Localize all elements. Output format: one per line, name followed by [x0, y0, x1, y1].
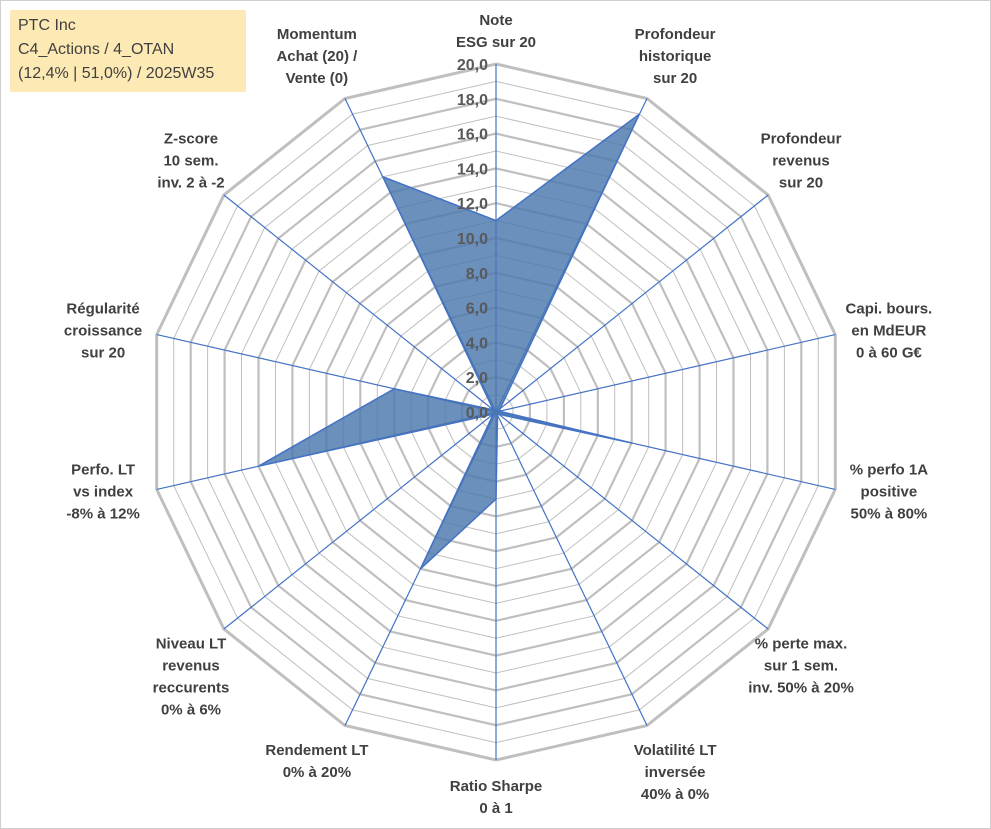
company-name: PTC Inc [18, 17, 76, 34]
axis-label-line: Profondeur [761, 130, 842, 147]
radial-tick-labels: 0,0 2,0 4,0 6,0 8,0 10,0 12,0 14,0 16,0 18,0 20,0 [457, 57, 488, 422]
axis-label-line: Momentum [277, 26, 357, 43]
axis-label-line: croissance [64, 322, 142, 339]
axis-spoke [223, 194, 497, 413]
axis-label: Momentum Achat (20) / Vente (0) [276, 26, 358, 87]
axis-label: % perfo 1A positive 50% à 80% [850, 462, 929, 523]
tick-label: 20,0 [457, 57, 488, 74]
axis-label: Régularité croissance sur 20 [64, 300, 142, 361]
tick-label: 14,0 [457, 161, 488, 178]
axis-label-line: sur 20 [81, 344, 125, 361]
axis-label-line: reccurents [153, 680, 230, 697]
axis-label: Ratio Sharpe 0 à 1 [450, 778, 543, 817]
axis-label-line: 50% à 80% [851, 506, 928, 523]
radar-area [258, 113, 641, 570]
axis-label: Capi. bours. en MdEUR 0 à 60 G€ [846, 300, 933, 361]
tick-label: 8,0 [466, 266, 488, 283]
axis-label: Note ESG sur 20 [456, 12, 536, 51]
stats-label: (12,4% | 51,0%) / 2025W35 [18, 65, 215, 82]
axis-spoke [495, 334, 836, 413]
axis-label-line: 40% à 0% [641, 786, 709, 803]
axis-label: Perfo. LT vs index -8% à 12% [66, 462, 139, 523]
axis-label-line: 0% à 20% [283, 764, 351, 781]
axis-label-line: Z-score [164, 130, 218, 147]
axis-label-line: revenus [162, 658, 220, 675]
axis-label-line: inversée [645, 764, 706, 781]
tick-label: 16,0 [457, 127, 488, 144]
axis-label-line: ESG sur 20 [456, 34, 536, 51]
axis-label: Profondeur revenus sur 20 [761, 130, 842, 191]
axis-label-line: Achat (20) / [276, 48, 358, 65]
axis-label: Niveau LT revenus reccurents 0% à 6% [153, 636, 230, 719]
axis-label-line: sur 20 [653, 70, 697, 87]
tick-label: 0,0 [466, 405, 488, 422]
axis-label-line: en MdEUR [851, 322, 926, 339]
axis-label-line: inv. 50% à 20% [748, 680, 854, 697]
axis-label-line: 0% à 6% [161, 702, 221, 719]
axis-label-line: sur 20 [779, 174, 823, 191]
axis-label-line: Régularité [66, 300, 139, 317]
axis-label-line: % perte max. [755, 636, 848, 653]
axis-spoke [223, 411, 497, 630]
axis-label-line: % perfo 1A [850, 462, 929, 479]
axis-label-line: 0 à 1 [479, 800, 512, 817]
axis-label-line: Capi. bours. [846, 300, 933, 317]
axis-label: Z-score 10 sem. inv. 2 à -2 [157, 130, 224, 191]
tick-label: 2,0 [466, 370, 488, 387]
tick-label: 6,0 [466, 301, 488, 318]
tick-label: 4,0 [466, 335, 488, 352]
axis-label-line: positive [861, 484, 918, 501]
axis-label-line: sur 1 sem. [764, 658, 838, 675]
axis-label-line: Perfo. LT [71, 462, 135, 479]
axis-spoke [495, 411, 769, 630]
category-label: C4_Actions / 4_OTAN [18, 41, 175, 58]
axis-label: Rendement LT 0% à 20% [265, 742, 368, 781]
axis-label-line: Niveau LT [156, 636, 227, 653]
tick-label: 10,0 [457, 231, 488, 248]
axis-label-line: Rendement LT [265, 742, 368, 759]
axis-spoke [495, 194, 769, 413]
axis-label: % perte max. sur 1 sem. inv. 50% à 20% [748, 636, 854, 697]
tick-label: 12,0 [457, 196, 488, 213]
axis-label-line: Profondeur [635, 26, 716, 43]
axis-label-line: -8% à 12% [66, 506, 139, 523]
axis-label: Volatilité LT inversée 40% à 0% [634, 742, 717, 803]
axis-label-line: Vente (0) [286, 70, 349, 87]
axis-label-line: Volatilité LT [634, 742, 717, 759]
axis-label: Profondeur historique sur 20 [635, 26, 716, 87]
axis-labels: Note ESG sur 20 Profondeur historique sur 20… [64, 12, 932, 817]
axis-label-line: vs index [73, 484, 134, 501]
info-box: PTC Inc C4_Actions / 4_OTAN (12,4% | 51,… [10, 10, 246, 92]
axis-label-line: Note [479, 12, 512, 29]
axis-label-line: Ratio Sharpe [450, 778, 543, 795]
axis-label-line: 0 à 60 G€ [856, 344, 923, 361]
axis-label-line: 10 sem. [163, 152, 218, 169]
axis-label-line: historique [639, 48, 712, 65]
axis-label-line: inv. 2 à -2 [157, 174, 224, 191]
axis-spoke [495, 411, 648, 726]
axis-label-line: revenus [772, 152, 830, 169]
tick-label: 18,0 [457, 92, 488, 109]
